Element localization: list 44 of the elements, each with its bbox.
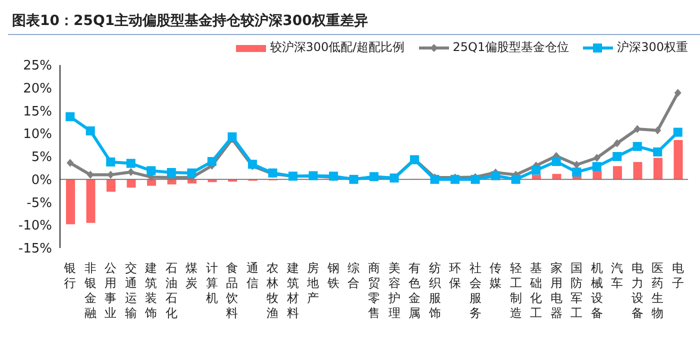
y-tick-label: -5%: [26, 196, 52, 211]
y-tick-label: -15%: [18, 242, 52, 257]
x-tick-label: 食品饮料: [225, 261, 238, 320]
x-tick-label: 建筑装饰: [144, 261, 158, 320]
x-tick-label: 国防军工: [570, 261, 583, 320]
x-tick-label: 社会服务: [469, 261, 482, 320]
x-tick-label: 计算机: [206, 261, 218, 305]
x-tick-label: 公用事业: [104, 261, 117, 320]
x-tick-label: 电子: [672, 261, 684, 290]
x-tick-label: 基础化工: [529, 261, 542, 320]
x-tick-label: 纺织服饰: [428, 261, 441, 320]
x-tick-label: 汽车: [611, 261, 624, 290]
x-tick-label: 商贸零售: [368, 261, 380, 320]
legend-label: 25Q1偏股型基金仓位: [452, 39, 570, 56]
x-tick-label: 房地产: [306, 261, 320, 305]
y-tick-label: 10%: [23, 127, 52, 142]
x-tick-label: 钢铁: [326, 261, 340, 290]
x-tick-label: 综合: [348, 261, 360, 290]
y-tick-label: -10%: [18, 218, 52, 234]
x-tick-label: 非银金融: [83, 261, 96, 320]
x-tick-label: 电力设备: [631, 261, 644, 320]
x-tick-label: 交通运输: [124, 261, 137, 320]
x-tick-label: 医药生物: [652, 261, 664, 320]
x-tick-label: 农林牧渔: [266, 261, 279, 320]
x-tick-label: 家用电器: [550, 261, 562, 320]
y-tick-label: 15%: [23, 104, 52, 120]
x-tick-label: 机械设备: [590, 261, 603, 320]
x-tick-label: 石油石化: [165, 261, 178, 320]
y-tick-label: 20%: [23, 81, 52, 96]
x-tick-label: 轻工制造: [510, 261, 522, 320]
y-tick-label: 5%: [31, 150, 52, 166]
x-tick-label: 环保: [449, 261, 462, 290]
x-tick-label: 煤炭: [186, 261, 198, 290]
x-tick-label: 通信: [246, 261, 258, 290]
x-tick-label: 传媒: [490, 261, 502, 290]
x-tick-label: 美容护理: [387, 261, 400, 320]
legend-label: 较沪深300低配/超配比例: [268, 39, 405, 56]
legend-label: 沪深300权重: [616, 39, 688, 56]
x-tick-label: 建筑材料: [286, 261, 299, 320]
x-tick-label: 银行: [63, 261, 76, 290]
y-tick-label: 0%: [31, 172, 52, 188]
y-tick-label: 25%: [23, 58, 52, 74]
chart-title: 图表10：25Q1主动偏股型基金持仓较沪深300权重差异: [8, 8, 700, 35]
x-tick-label: 有色金属: [408, 261, 421, 320]
